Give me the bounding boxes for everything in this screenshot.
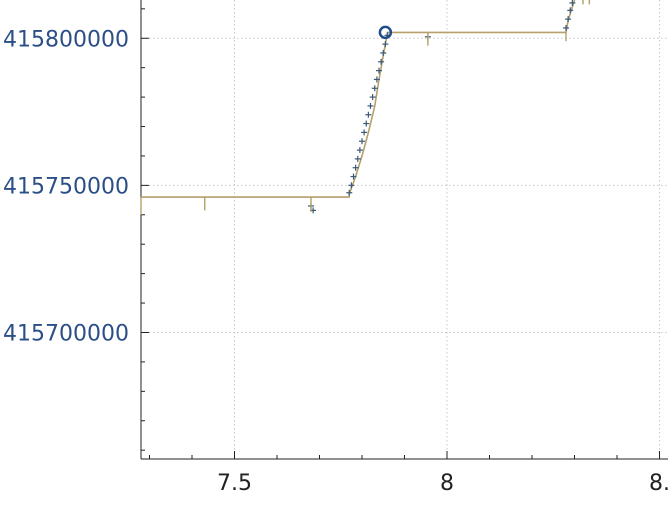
data-point-4 <box>350 173 357 180</box>
axes <box>140 0 668 460</box>
data-point-15 <box>373 76 380 83</box>
grid <box>141 0 668 459</box>
series <box>140 0 591 215</box>
data-point-24 <box>567 7 574 14</box>
y-tick-label-0: 415800000 <box>3 27 129 52</box>
data-point-18 <box>380 49 387 56</box>
x-tick-label-2: 8. <box>649 471 668 496</box>
data-point-5 <box>352 164 359 171</box>
data-point-23 <box>565 16 572 23</box>
y-tick-label-2: 415700000 <box>3 321 129 346</box>
data-point-25 <box>569 0 576 6</box>
x-tick-label-0: 7.5 <box>217 471 252 496</box>
data-point-19 <box>382 41 389 48</box>
x-tick-label-1: 8 <box>440 471 454 496</box>
data-point-10 <box>363 120 370 127</box>
data-point-6 <box>354 155 361 162</box>
data-point-16 <box>376 67 382 74</box>
tick-labels: 7.5 8 8. 415800000 415750000 415700000 <box>3 27 668 496</box>
data-point-8 <box>359 138 365 145</box>
data-point-9 <box>361 129 368 136</box>
data-point-17 <box>378 58 385 65</box>
data-point-11 <box>365 111 372 118</box>
data-point-3 <box>348 182 355 189</box>
y-tick-label-1: 415750000 <box>3 174 129 199</box>
data-point-22 <box>563 24 569 31</box>
data-point-2 <box>346 189 353 196</box>
data-point-7 <box>356 147 363 154</box>
data-point-13 <box>369 94 376 101</box>
data-point-12 <box>367 102 374 109</box>
highlight-marker-0 <box>378 25 393 40</box>
data-point-14 <box>371 85 378 92</box>
